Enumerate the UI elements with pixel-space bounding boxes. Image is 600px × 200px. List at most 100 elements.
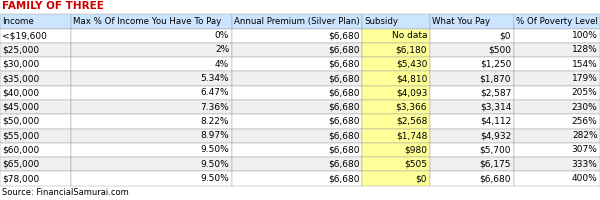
Bar — [232, 129, 362, 143]
Bar — [0, 43, 71, 57]
Text: $65,000: $65,000 — [2, 160, 40, 169]
Bar — [430, 100, 514, 114]
Bar — [232, 100, 362, 114]
Text: $6,680: $6,680 — [329, 31, 360, 40]
Bar — [0, 100, 71, 114]
Bar — [362, 171, 430, 186]
Text: $0: $0 — [416, 174, 427, 183]
Text: 2%: 2% — [215, 45, 229, 54]
Text: 282%: 282% — [572, 131, 598, 140]
Text: $3,314: $3,314 — [480, 103, 511, 112]
Text: $6,680: $6,680 — [329, 145, 360, 154]
Bar — [362, 43, 430, 57]
Text: $60,000: $60,000 — [2, 145, 40, 154]
Text: 6.47%: 6.47% — [200, 88, 229, 97]
Bar — [362, 129, 430, 143]
Text: No data: No data — [392, 31, 427, 40]
Text: $6,680: $6,680 — [329, 131, 360, 140]
Text: 307%: 307% — [572, 145, 598, 154]
Bar — [514, 57, 600, 71]
Bar — [514, 29, 600, 43]
Bar — [232, 43, 362, 57]
Bar — [514, 43, 600, 57]
Bar — [514, 86, 600, 100]
Bar — [514, 114, 600, 129]
Bar — [232, 86, 362, 100]
Text: 9.50%: 9.50% — [200, 145, 229, 154]
Text: $50,000: $50,000 — [2, 117, 40, 126]
Bar — [71, 57, 232, 71]
Text: Annual Premium (Silver Plan): Annual Premium (Silver Plan) — [234, 17, 359, 26]
Text: $25,000: $25,000 — [2, 45, 40, 54]
Text: $55,000: $55,000 — [2, 131, 40, 140]
Bar — [0, 57, 71, 71]
Text: 0%: 0% — [215, 31, 229, 40]
Bar — [362, 100, 430, 114]
Bar — [232, 14, 362, 29]
Text: $78,000: $78,000 — [2, 174, 40, 183]
Bar — [514, 143, 600, 157]
Text: 5.34%: 5.34% — [200, 74, 229, 83]
Bar — [514, 129, 600, 143]
Text: $3,366: $3,366 — [396, 103, 427, 112]
Text: Income: Income — [2, 17, 34, 26]
Bar — [0, 129, 71, 143]
Text: $0: $0 — [500, 31, 511, 40]
Text: $4,093: $4,093 — [396, 88, 427, 97]
Bar — [71, 157, 232, 171]
Text: 179%: 179% — [572, 74, 598, 83]
Text: 4%: 4% — [215, 60, 229, 69]
Bar — [232, 157, 362, 171]
Bar — [0, 29, 71, 43]
Bar — [71, 171, 232, 186]
Text: $1,870: $1,870 — [480, 74, 511, 83]
Text: $6,180: $6,180 — [396, 45, 427, 54]
Text: 154%: 154% — [572, 60, 598, 69]
Text: $6,680: $6,680 — [329, 60, 360, 69]
Bar — [0, 157, 71, 171]
Bar — [430, 157, 514, 171]
Text: $6,680: $6,680 — [329, 117, 360, 126]
Bar — [71, 114, 232, 129]
Bar — [362, 86, 430, 100]
Bar — [232, 29, 362, 43]
Text: $2,587: $2,587 — [480, 88, 511, 97]
Bar — [362, 143, 430, 157]
Bar — [232, 114, 362, 129]
Text: $1,748: $1,748 — [396, 131, 427, 140]
Text: 100%: 100% — [572, 31, 598, 40]
Bar — [430, 143, 514, 157]
Bar — [71, 129, 232, 143]
Bar — [362, 114, 430, 129]
Bar — [362, 14, 430, 29]
Text: Source: FinancialSamurai.com: Source: FinancialSamurai.com — [2, 188, 128, 197]
Bar — [71, 100, 232, 114]
Text: $40,000: $40,000 — [2, 88, 40, 97]
Text: % Of Poverty Level: % Of Poverty Level — [516, 17, 598, 26]
Text: $35,000: $35,000 — [2, 74, 40, 83]
Text: $5,430: $5,430 — [396, 60, 427, 69]
Text: FAMILY OF THREE: FAMILY OF THREE — [2, 1, 104, 11]
Text: $4,810: $4,810 — [396, 74, 427, 83]
Bar — [514, 171, 600, 186]
Text: 230%: 230% — [572, 103, 598, 112]
Bar — [71, 86, 232, 100]
Text: 9.50%: 9.50% — [200, 160, 229, 169]
Text: What You Pay: What You Pay — [432, 17, 490, 26]
Text: $6,680: $6,680 — [329, 45, 360, 54]
Text: $980: $980 — [404, 145, 427, 154]
Text: 333%: 333% — [572, 160, 598, 169]
Text: 256%: 256% — [572, 117, 598, 126]
Bar — [514, 14, 600, 29]
Text: <$19,600: <$19,600 — [2, 31, 47, 40]
Bar — [514, 157, 600, 171]
Text: Subsidy: Subsidy — [365, 17, 399, 26]
Bar — [430, 86, 514, 100]
Text: $6,680: $6,680 — [329, 160, 360, 169]
Text: 128%: 128% — [572, 45, 598, 54]
Bar — [430, 171, 514, 186]
Bar — [0, 171, 71, 186]
Bar — [430, 14, 514, 29]
Bar — [0, 71, 71, 86]
Bar — [71, 143, 232, 157]
